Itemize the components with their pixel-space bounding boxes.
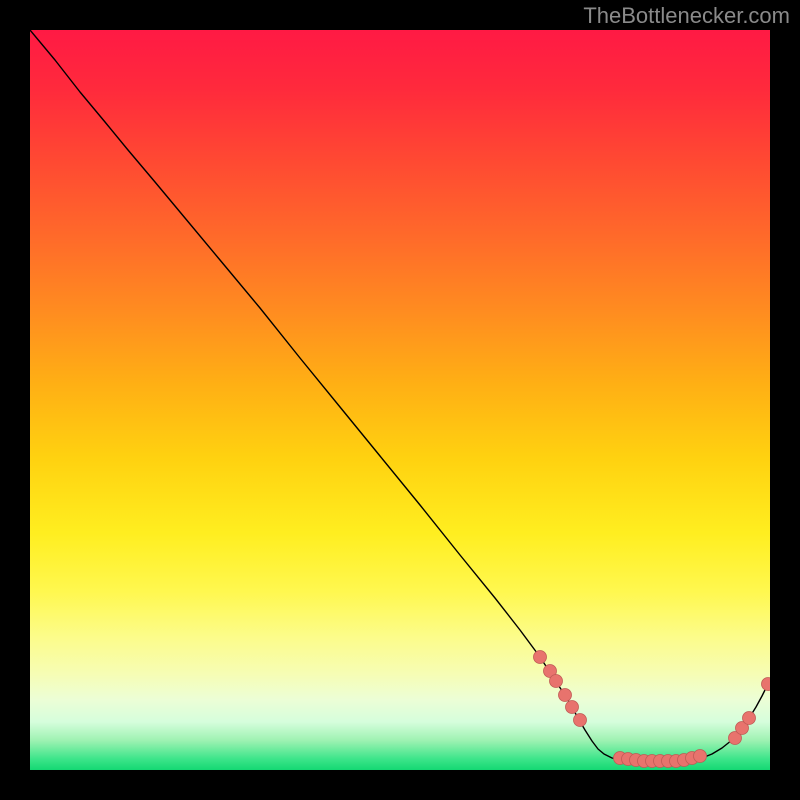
watermark-text: TheBottlenecker.com (583, 3, 790, 29)
curve-marker (559, 689, 572, 702)
curve-marker (534, 651, 547, 664)
curve-marker (694, 750, 707, 763)
curve-marker (566, 701, 579, 714)
curve-marker (550, 675, 563, 688)
bottleneck-chart (0, 0, 800, 800)
curve-marker (574, 714, 587, 727)
plot-background (30, 30, 770, 770)
chart-container: TheBottlenecker.com (0, 0, 800, 800)
curve-marker (743, 712, 756, 725)
